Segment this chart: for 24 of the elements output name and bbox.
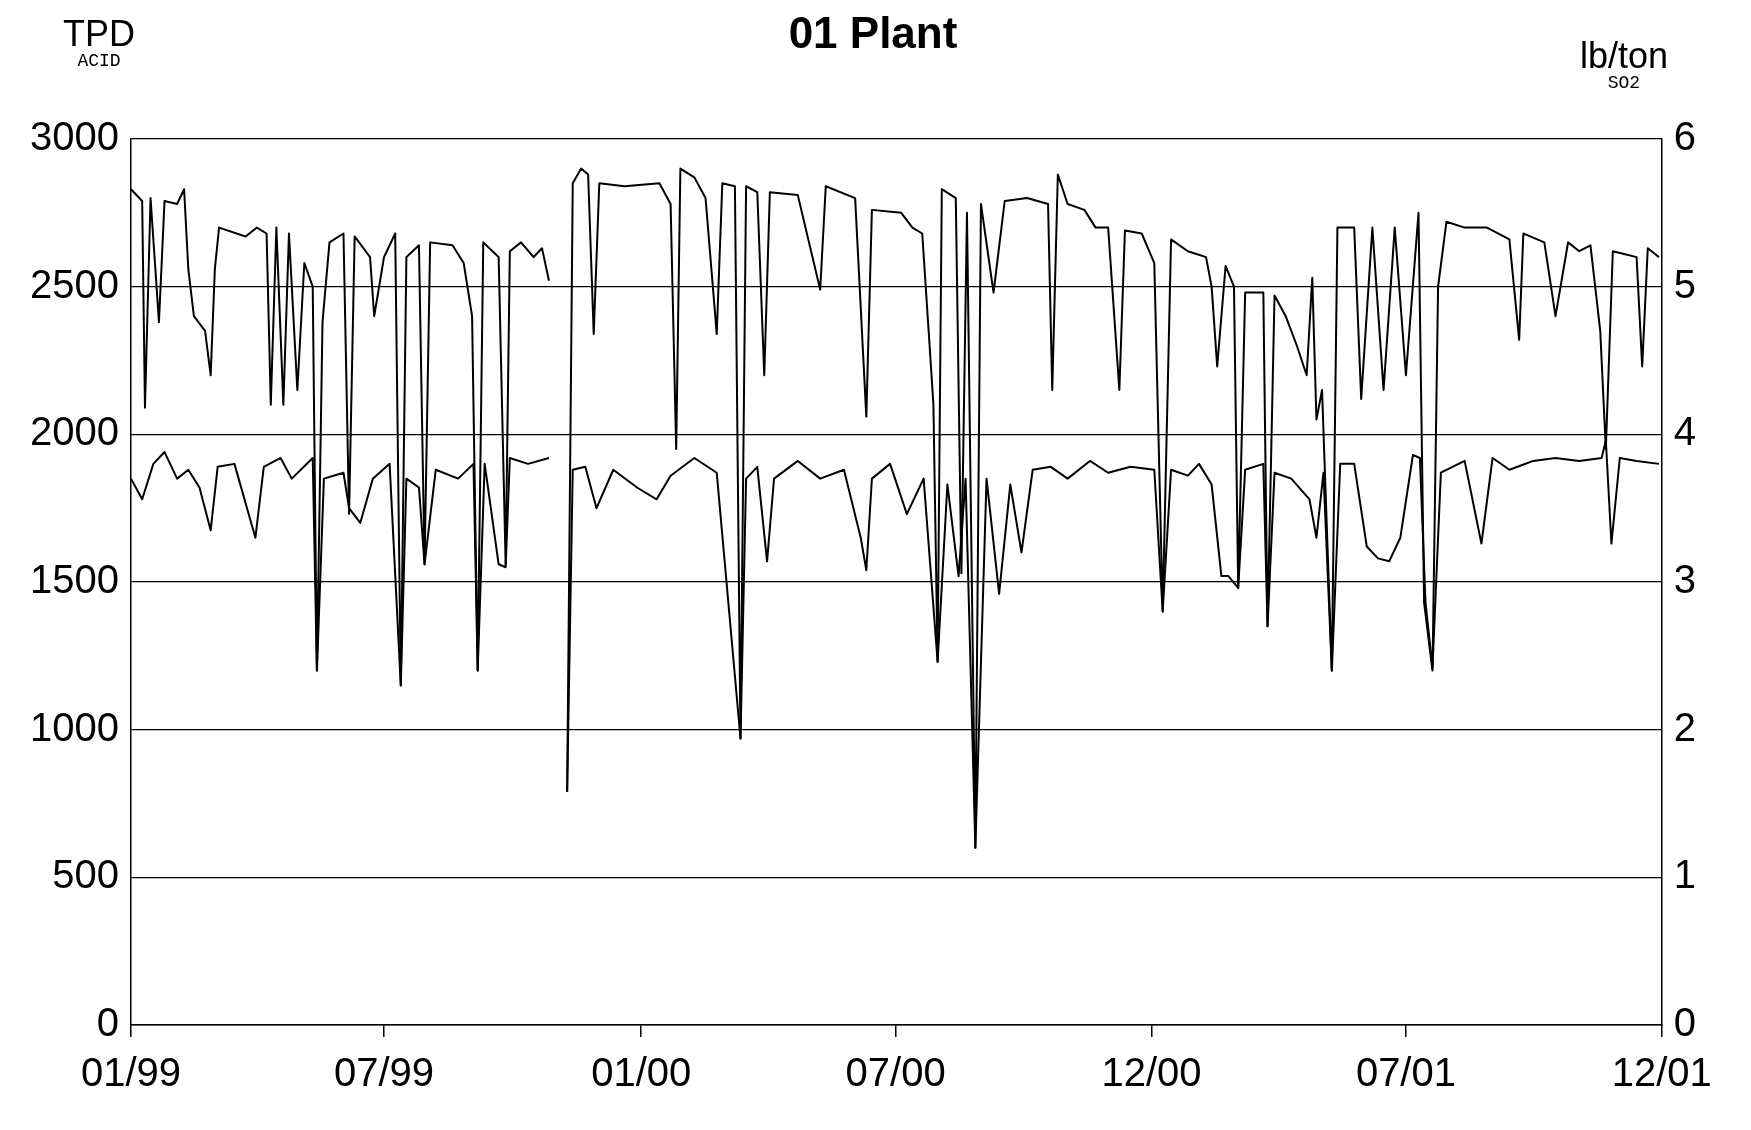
- y2-tick-label: 1: [1673, 852, 1696, 897]
- y2-tick-label: 4: [1673, 409, 1696, 454]
- y-tick-label: 2500: [30, 261, 119, 306]
- x-tick-label: 01/99: [80, 1050, 182, 1095]
- x-tick-label: 07/00: [845, 1050, 946, 1095]
- y-tick-label: 500: [52, 852, 119, 897]
- y2-tick-label: 2: [1673, 704, 1696, 749]
- y2-tick-label: 3: [1673, 557, 1696, 602]
- y-tick-label: 2000: [30, 409, 119, 454]
- y-axis-title: TPDACID: [63, 13, 135, 71]
- x-tick-label: 12/00: [1101, 1050, 1202, 1095]
- y2-tick-label: 6: [1673, 114, 1696, 159]
- x-tick-label: 01/00: [591, 1050, 692, 1095]
- y2-axis-title: lb/tonSO2: [1579, 35, 1668, 93]
- y-tick-label: 3000: [30, 114, 119, 159]
- x-tick-label: 12/01: [1611, 1050, 1712, 1095]
- y2-tick-label: 5: [1673, 261, 1696, 306]
- y-tick-label: 0: [96, 1000, 119, 1045]
- y-tick-label: 1500: [30, 557, 119, 602]
- x-tick-label: 07/01: [1355, 1050, 1456, 1095]
- y-tick-label: 1000: [30, 704, 119, 749]
- y2-tick-label: 0: [1673, 1000, 1696, 1045]
- x-tick-label: 07/99: [333, 1050, 435, 1095]
- chart-title: 01 Plant: [788, 8, 958, 57]
